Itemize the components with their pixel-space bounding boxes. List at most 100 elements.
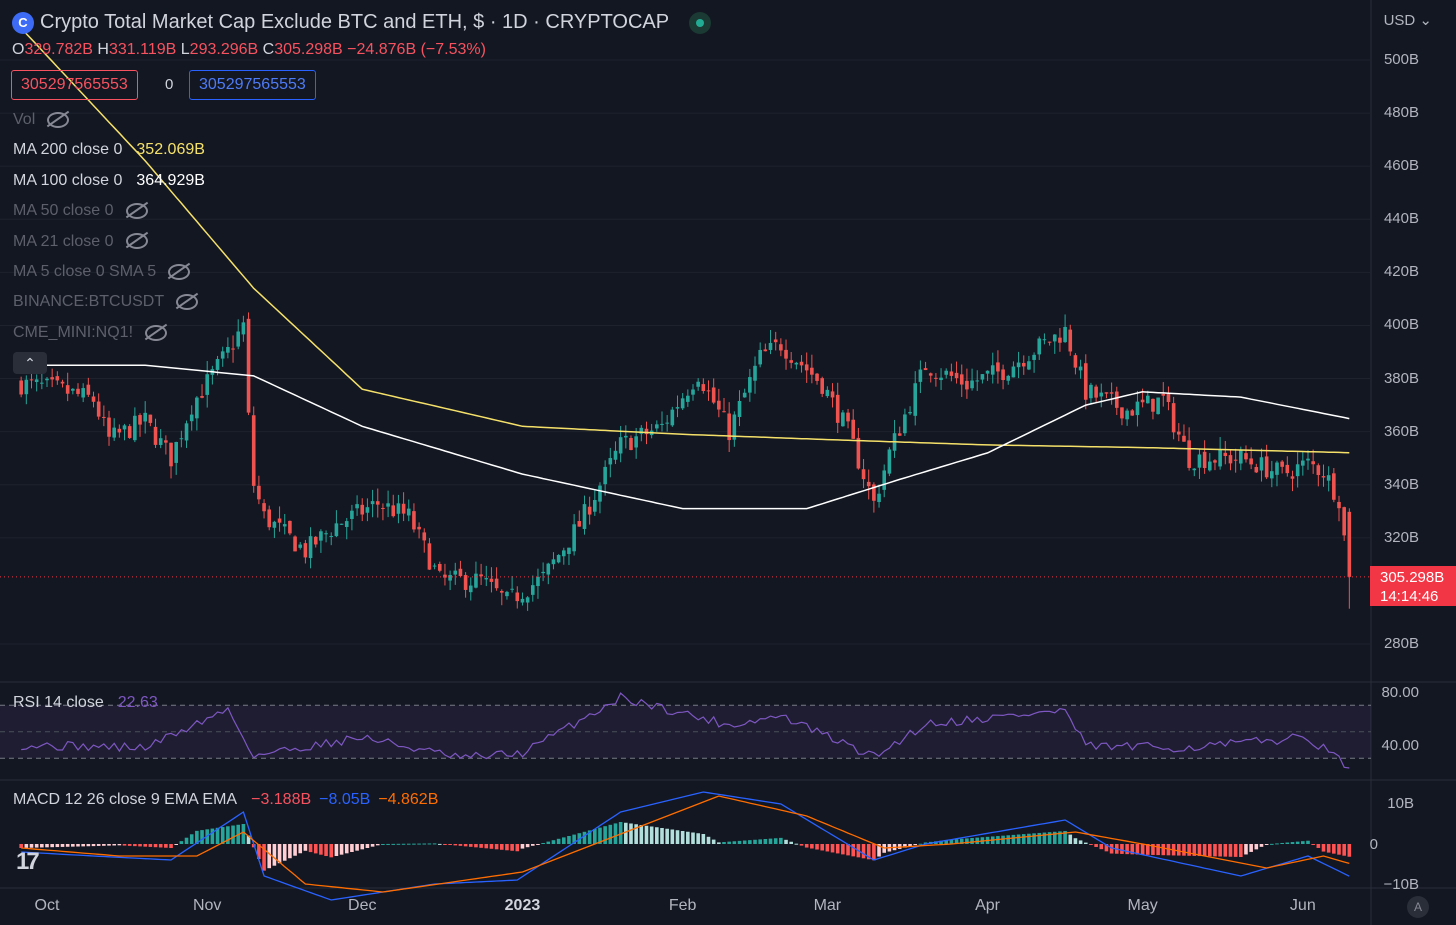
macd-histogram-bar: [737, 840, 742, 844]
macd-histogram-bar: [381, 844, 385, 845]
candle-body: [980, 374, 985, 380]
indicator-label: MA 100 close 0: [13, 171, 123, 189]
candle-body: [1187, 440, 1191, 468]
macd-histogram-bar: [1202, 844, 1207, 857]
candle-body: [908, 412, 912, 414]
macd-histogram-bar: [810, 844, 814, 849]
macd-histogram-bar: [773, 838, 778, 844]
macd-histogram-bar: [556, 838, 561, 844]
candle-body: [1151, 398, 1155, 412]
hidden-eye-icon[interactable]: [125, 233, 148, 250]
buy-price-button[interactable]: 305297565553: [189, 70, 316, 100]
indicator-row[interactable]: MA 5 close 0 SMA 5: [13, 263, 191, 281]
candle-body: [1306, 458, 1310, 461]
candle-body: [19, 380, 23, 395]
indicator-row[interactable]: BINANCE:BTCUSDT: [13, 293, 199, 311]
macd-histogram-bar: [696, 833, 700, 844]
auto-scale-button[interactable]: A: [1407, 896, 1429, 918]
candle-body: [686, 395, 690, 402]
macd-histogram-bar: [949, 839, 954, 844]
macd-histogram-bar: [820, 844, 824, 851]
open-value: 329.782B: [24, 41, 93, 58]
macd-legend[interactable]: MACD 12 26 close 9 EMA EMA −3.188B −8.05B −…: [13, 791, 438, 809]
macd-histogram-bar: [1027, 833, 1031, 844]
macd-histogram-bar: [55, 844, 60, 848]
candle-body: [1156, 397, 1160, 415]
candle-body: [55, 376, 60, 381]
candle-body: [45, 378, 49, 381]
macd-histogram-bar: [903, 844, 907, 848]
macd-histogram-bar: [195, 830, 199, 844]
hidden-eye-icon[interactable]: [145, 324, 168, 341]
macd-histogram-bar: [215, 827, 220, 844]
symbol-title[interactable]: Crypto Total Market Cap Exclude BTC and …: [40, 11, 670, 33]
indicator-label: MA 50 close 0: [13, 202, 114, 220]
rsi-legend[interactable]: RSI 14 close 22.63: [13, 694, 158, 712]
candle-body: [1311, 461, 1315, 465]
candle-body: [722, 411, 726, 413]
candle-body: [970, 380, 974, 389]
candle-body: [40, 382, 44, 384]
price-axis-tick: 340B: [1383, 475, 1419, 493]
macd-histogram-bar: [1145, 844, 1150, 855]
market-status-icon[interactable]: [689, 11, 712, 34]
macd-histogram-bar: [794, 843, 799, 845]
macd-histogram-bar: [908, 844, 912, 847]
candle-body: [629, 438, 633, 450]
hidden-eye-icon[interactable]: [47, 111, 70, 128]
indicator-row[interactable]: MA 21 close 0: [13, 233, 148, 251]
macd-histogram-bar: [71, 844, 75, 847]
candle-body: [1021, 362, 1026, 367]
hidden-eye-icon[interactable]: [125, 202, 148, 219]
macd-line: [21, 791, 1350, 901]
indicator-row[interactable]: MA 200 close 0 352.069B: [13, 141, 205, 159]
macd-histogram-bar: [257, 844, 261, 859]
candle-body: [437, 563, 442, 571]
macd-histogram-bar: [923, 842, 928, 844]
candle-body: [799, 361, 804, 366]
collapse-legend-button[interactable]: ⌃: [13, 352, 47, 374]
macd-histogram-bar: [1311, 844, 1315, 845]
candle-body: [887, 449, 892, 474]
sell-price-button[interactable]: 305297565553: [11, 70, 138, 100]
candle-body: [965, 380, 969, 390]
currency-selector[interactable]: USD ⌄: [1383, 12, 1432, 29]
hidden-eye-icon[interactable]: [176, 294, 199, 311]
macd-histogram-bar: [1244, 844, 1248, 855]
rsi-line: [21, 692, 1350, 769]
candle-body: [386, 503, 390, 507]
macd-histogram-bar: [515, 844, 520, 852]
candle-body: [1192, 468, 1197, 471]
candle-body: [515, 592, 520, 602]
macd-histogram-bar: [954, 839, 959, 844]
macd-histogram-bar: [24, 844, 29, 848]
macd-histogram-bar: [551, 840, 556, 844]
candle-body: [1332, 473, 1336, 500]
candle-body: [753, 365, 757, 381]
indicator-label: MA 5 close 0 SMA 5: [13, 263, 157, 280]
hidden-eye-icon[interactable]: [168, 263, 191, 280]
candle-body: [784, 349, 788, 359]
macd-histogram-bar: [1233, 844, 1238, 857]
macd-histogram-bar: [768, 838, 773, 844]
candle-body: [525, 597, 530, 603]
macd-histogram-bar: [582, 831, 587, 844]
macd-histogram-bar: [1063, 831, 1067, 844]
macd-label: MACD 12 26 close 9 EMA EMA: [13, 791, 238, 808]
macd-histogram-bar: [189, 834, 194, 844]
indicator-row[interactable]: Vol: [13, 111, 70, 129]
macd-histogram-bar: [1047, 832, 1052, 844]
macd-histogram-bar: [1068, 834, 1073, 844]
indicator-row[interactable]: MA 50 close 0: [13, 202, 148, 220]
macd-histogram-bar: [1099, 844, 1104, 850]
macd-histogram-bar: [1176, 844, 1181, 856]
macd-histogram-bar: [670, 829, 675, 844]
candle-body: [861, 469, 866, 480]
candle-body: [1259, 457, 1264, 471]
tradingview-logo-icon[interactable]: 17: [16, 848, 40, 875]
candle-body: [789, 360, 793, 363]
indicator-row[interactable]: MA 100 close 0 364.929B: [13, 172, 205, 190]
indicator-row[interactable]: CME_MINI:NQ1!: [13, 324, 168, 342]
macd-histogram-bar: [1135, 844, 1140, 855]
